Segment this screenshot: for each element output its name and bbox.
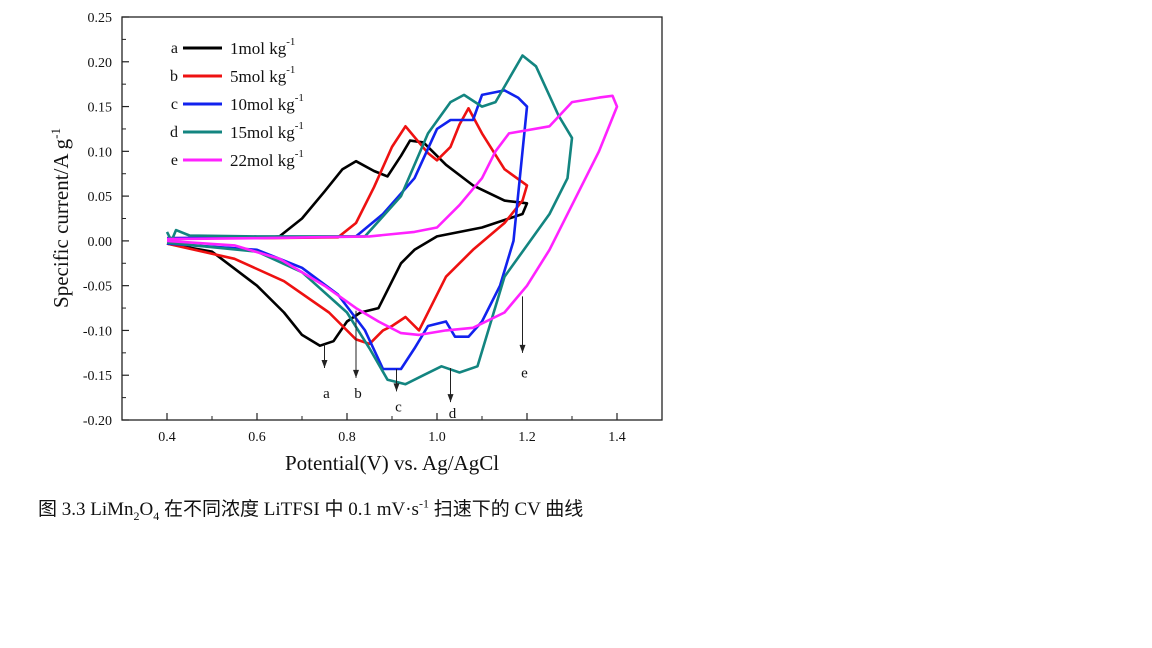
legend-label-sup: -1	[295, 120, 304, 132]
arrowhead-e	[519, 344, 526, 353]
annotation-label-a: a	[323, 386, 330, 402]
legend-label-b: 5mol kg-1	[230, 64, 295, 86]
y-tick-label: 0.20	[88, 56, 113, 71]
arrowhead-c	[393, 383, 400, 392]
legend-letter-a: a	[171, 40, 178, 57]
x-axis-label: Potential(V) vs. Ag/AgCl	[285, 451, 499, 475]
legend-label-c: 10mol kg-1	[230, 92, 304, 114]
y-tick-label: 0.00	[88, 235, 113, 250]
legend-label-a: 1mol kg-1	[230, 36, 295, 58]
curve-e	[166, 94, 619, 337]
legend-label-d: 15mol kg-1	[230, 120, 304, 142]
figure-caption: 图 3.3 LiMn2O4 在不同浓度 LiTFSI 中 0.1 mV·s-1 …	[38, 496, 584, 523]
y-axis-label: Specific current/A g-1	[48, 128, 73, 308]
y-tick-label: -0.10	[83, 324, 112, 339]
y-tick-label: -0.15	[83, 369, 112, 384]
x-tick-label: 1.2	[518, 430, 536, 445]
x-tick-label: 0.8	[338, 430, 356, 445]
y-tick-label: 0.05	[88, 190, 113, 205]
legend-label-e: 22mol kg-1	[230, 148, 304, 170]
x-tick-label: 1.0	[428, 430, 446, 445]
annotation-label-c: c	[395, 400, 402, 416]
curve-b	[166, 107, 529, 346]
legend-letter-e: e	[171, 152, 178, 169]
y-tick-label: 0.15	[88, 101, 113, 116]
y-tick-label: 0.10	[88, 145, 113, 160]
legend-label-sup: -1	[286, 64, 295, 76]
legend: a 1mol kg-1 b 5mol kg-1 c 10mol kg-1 d 15mol kg…	[170, 36, 304, 170]
legend-label-sup: -1	[286, 36, 295, 48]
y-tick-label: 0.25	[88, 11, 113, 26]
legend-letter-b: b	[170, 68, 178, 85]
x-tick-label: 1.4	[608, 430, 626, 445]
arrowhead-b	[353, 369, 359, 378]
annotation-label-d: d	[449, 406, 457, 422]
annotation-label-e: e	[521, 366, 528, 382]
legend-label-sup: -1	[295, 92, 304, 104]
x-tick-label: 0.4	[158, 430, 176, 445]
cv-chart: 0.4 0.6 0.8 1.0 1.2 1.4 0.25 0.20 0.15 0.10 0.05 0.…	[48, 11, 663, 475]
legend-label-sup: -1	[295, 148, 304, 160]
annotation-label-b: b	[354, 386, 362, 402]
arrowhead-d	[447, 394, 454, 403]
x-tick-label: 0.6	[248, 430, 266, 445]
y-axis-label-sup: -1	[48, 128, 63, 139]
curve-d	[165, 54, 574, 386]
legend-letter-d: d	[170, 124, 178, 141]
y-tick-label: -0.05	[83, 280, 112, 295]
arrowhead-a	[321, 360, 328, 369]
y-tick-label: -0.20	[83, 414, 112, 429]
legend-letter-c: c	[171, 96, 178, 113]
curve-c	[166, 89, 529, 371]
